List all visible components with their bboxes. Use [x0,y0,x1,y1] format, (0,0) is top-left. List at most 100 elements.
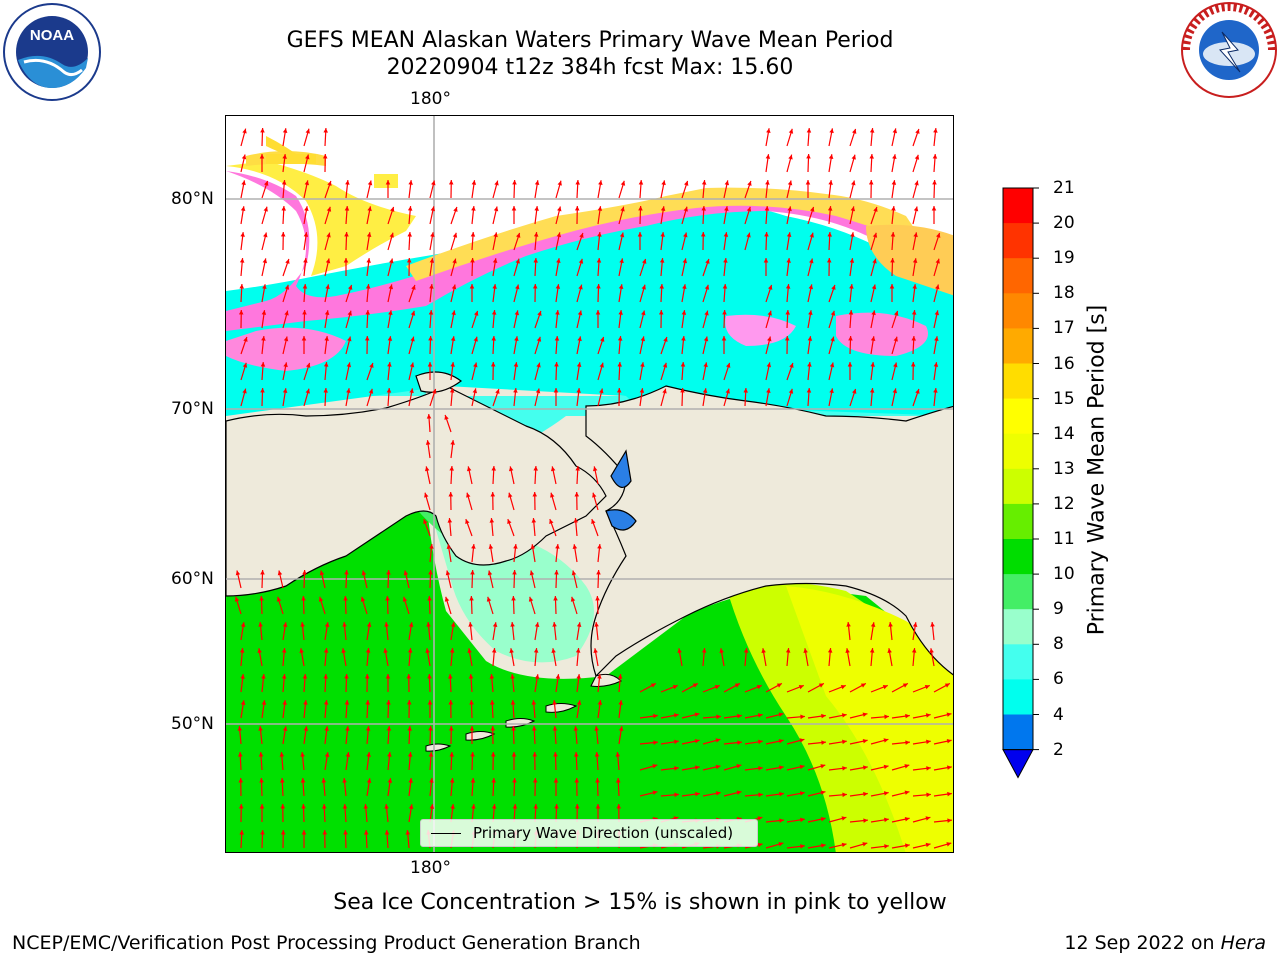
wave-arrow-head [531,518,537,523]
wave-arrow-head [550,492,555,498]
wave-arrow-head [905,740,910,745]
wave-arrow-head [405,830,411,835]
wave-arrow-head [681,336,686,341]
wave-arrow-head [926,766,931,771]
footer-host: Hera [1220,932,1266,954]
wave-arrow-head [324,752,330,757]
wave-arrow-head [737,713,742,719]
wave-arrow-head [510,674,515,679]
sea-ice-field [226,116,953,371]
wave-arrow-head [408,778,413,783]
wave-arrow-head [946,712,952,717]
colorbar-swatch [1003,433,1033,470]
wave-arrow-head [515,284,520,290]
wave-arrow-head [487,570,493,576]
colorbar-swatch [1003,363,1033,400]
wave-arrow-head [511,752,517,757]
wave-arrow-head [301,596,306,601]
wave-arrow-head [578,284,583,290]
wave-arrow-head [282,622,288,627]
wave-arrow-head [893,336,898,342]
wave-arrow-head [807,336,813,341]
wave-arrow-head [365,648,371,653]
wave-arrow-head [324,622,330,627]
wave-arrow-head [326,232,331,238]
wave-arrow-head [325,284,330,290]
wave-arrow-head [947,791,952,797]
wave-arrow-head [808,310,813,316]
wave-arrow-head [511,596,516,601]
colorbar-swatch [1003,328,1033,364]
wave-arrow-head [407,726,412,731]
wave-arrow-head [537,310,542,316]
wave-arrow-head [424,492,429,498]
noaa-logo-text: NOAA [30,27,74,44]
wave-arrow-head [529,570,535,576]
wave-arrow-head [574,804,580,809]
wave-arrow-head [262,258,268,264]
wave-arrow-head [346,388,351,394]
wave-direction-arrows [234,127,952,849]
wave-arrow-head [365,284,371,289]
wave-arrow-head [662,388,667,394]
wave-arrow-head [361,570,367,576]
wave-arrow-head [303,232,309,237]
wave-arrow-head [884,714,889,720]
wave-arrow-head [450,622,456,627]
wave-arrow-head [704,310,709,316]
wave-arrow-head [511,726,516,731]
wave-arrow-head [390,206,395,212]
wave-arrow-head [470,570,475,575]
wave-arrow-head [552,726,558,731]
wave-arrow-head [842,792,847,798]
wave-arrow-head [914,154,920,160]
wave-arrow-head [238,804,244,809]
wave-arrow-head [408,804,414,809]
wave-arrow-head [620,180,626,186]
wave-arrow-head [785,310,790,315]
wave-arrow-head [388,284,394,290]
wave-arrow-head [490,700,495,705]
wave-arrow-head [638,180,644,185]
wave-arrow-head [694,738,700,744]
wave-arrow-head [365,700,370,705]
wave-arrow-head [701,648,707,653]
wave-arrow-head [386,700,391,705]
wave-arrow-head [553,752,558,757]
wave-arrow-head [347,336,352,342]
colorbar-swatch [1003,679,1033,715]
wave-arrow-head [451,284,457,290]
wave-arrow-head [366,622,372,627]
wave-arrow-head [743,648,749,653]
wave-arrow-head [347,310,352,316]
wave-arrow-head [321,778,327,783]
wave-arrow-head [514,336,519,342]
wave-arrow-head [892,154,897,160]
wave-arrow-head [826,258,832,263]
lat-label-80: 80°N [171,189,214,209]
wave-arrow-head [344,570,349,575]
wave-arrow-head [842,739,847,745]
wave-arrow-head [410,310,416,316]
wave-arrow-head [618,726,624,731]
graticule [226,116,953,852]
wave-arrow-head [883,738,889,743]
wave-arrow-head [555,310,560,315]
wave-arrow-head [389,232,394,238]
wave-arrow-head [345,752,351,757]
wave-arrow-head [925,713,931,718]
wave-arrow-head [259,596,264,601]
wave-arrow-head [850,232,855,238]
wave-arrow-head [427,362,433,367]
wave-arrow-head [722,284,728,289]
wave-arrow-head [302,674,308,679]
wave-arrow-head [821,713,826,719]
wave-arrow-head [388,310,393,316]
wave-arrow-head [261,310,267,315]
sea-ice-note: Sea Ice Concentration > 15% is shown in … [333,890,947,915]
wave-arrow-head [680,388,685,393]
wave-arrow-head [465,519,470,525]
wave-arrow-head [490,726,496,731]
wave-arrow-head [827,206,833,211]
wave-arrow-head [385,674,391,679]
